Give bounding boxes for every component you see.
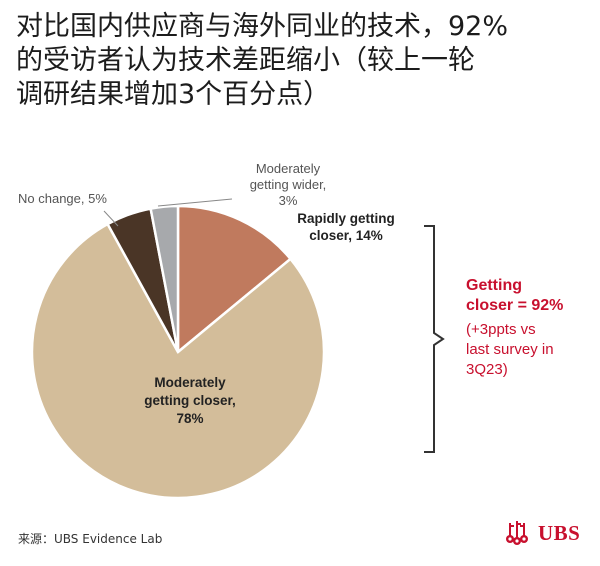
pie-slice-1	[30, 222, 326, 500]
annotation-detail-1: last survey in	[466, 341, 554, 358]
logo-text: UBS	[538, 520, 581, 545]
slice-label-1-line-2: 78%	[176, 411, 203, 426]
pie-slices	[30, 204, 326, 500]
source-note: 来源：UBS Evidence Lab	[18, 532, 163, 546]
leader-lines	[103, 198, 233, 227]
title-line-2: 的受访者认为技术差距缩小（较上一轮	[16, 45, 475, 76]
slice-label-0-line-0: Rapidly getting	[297, 211, 395, 226]
slice-label-3-line-1: getting wider,	[250, 177, 327, 192]
annotation-detail-0: (+3ppts vs	[466, 321, 536, 338]
chart-title: 对比国内供应商与海外同业的技术，92% 的受访者认为技术差距缩小（较上一轮 调研…	[16, 10, 576, 112]
annotation-text: Getting closer = 92% (+3ppts vs last survey…	[466, 277, 563, 378]
annotation-headline-1: closer = 92%	[466, 297, 563, 314]
keys-icon	[506, 521, 528, 545]
ubs-logo: UBS	[502, 518, 580, 548]
leader-line-1	[157, 198, 233, 207]
slice-label-3-line-2: 3%	[279, 193, 298, 208]
pie-slice-0	[176, 204, 293, 355]
slice-label-1-line-0: Moderately	[154, 375, 226, 390]
bracket-brace	[424, 225, 445, 453]
annotation-detail-2: 3Q23)	[466, 361, 508, 378]
annotation-headline-0: Getting	[466, 277, 522, 294]
slice-label-3-line-0: Moderately	[256, 161, 321, 176]
title-line-3: 调研结果增加3个百分点）	[16, 79, 331, 110]
pie-slice-3	[149, 204, 180, 353]
slice-label-0-line-1: closer, 14%	[309, 228, 383, 243]
leader-line-0	[103, 210, 119, 227]
slice-label-2-line-0: No change, 5%	[18, 191, 107, 206]
slice-label-1-line-1: getting closer,	[144, 393, 236, 408]
title-line-1: 对比国内供应商与海外同业的技术，92%	[16, 11, 509, 42]
